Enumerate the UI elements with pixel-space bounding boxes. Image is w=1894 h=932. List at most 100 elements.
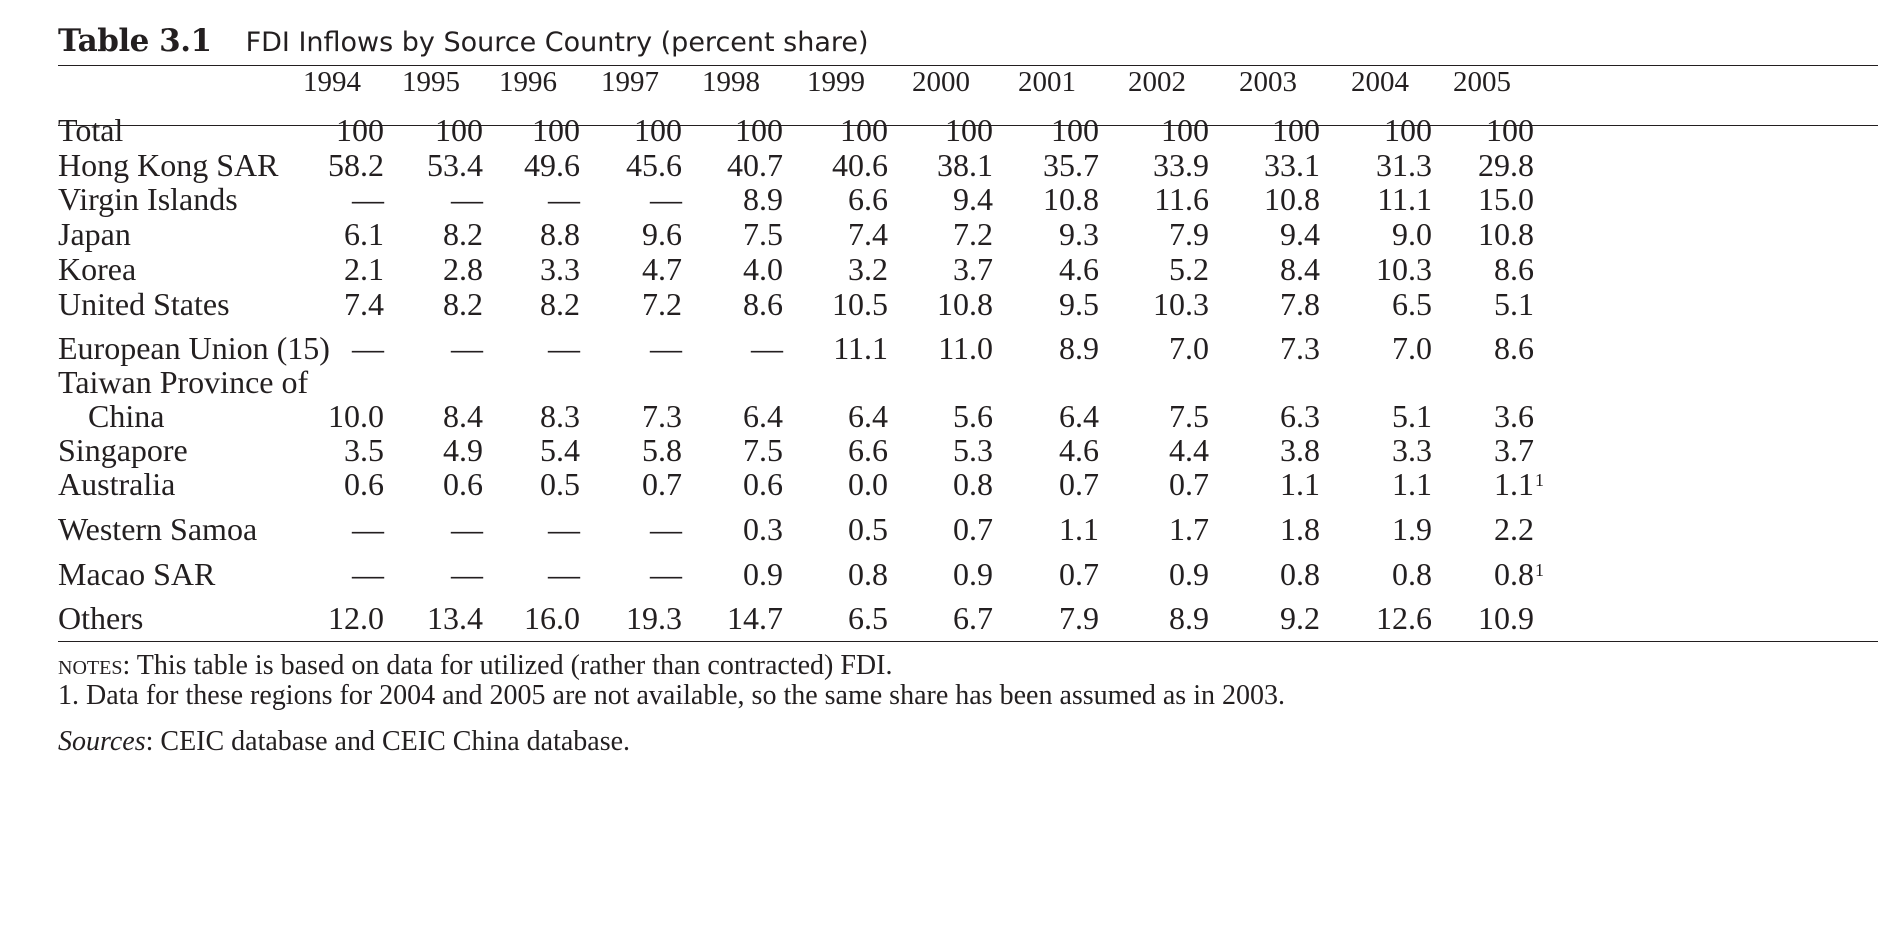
- table-cell: 8.2: [363, 284, 483, 324]
- row-label: European Union (15): [58, 330, 330, 366]
- cell-value: 16.0: [524, 600, 580, 636]
- table-cell: 1.1: [1200, 464, 1320, 504]
- row-label: Western Samoa: [58, 511, 258, 547]
- cell-value: 1.1: [1059, 511, 1099, 547]
- column-header-1998: 1998: [702, 66, 760, 98]
- table-cell: 45.6: [562, 145, 682, 185]
- table-cell: 10.8: [979, 179, 1099, 219]
- table-cell: 7.3: [562, 396, 682, 436]
- table-cell: 9.4: [1200, 214, 1320, 254]
- table-cell: 1.11: [1424, 464, 1544, 504]
- table-cell: 7.8: [1200, 284, 1320, 324]
- footnote-1: 1. Data for these regions for 2004 and 2…: [58, 680, 1285, 711]
- table-cell: 8.6: [1414, 249, 1534, 289]
- row-label: Macao SAR: [58, 556, 216, 592]
- table-cell: 7.9: [979, 598, 1099, 638]
- table-cell: —: [363, 179, 483, 219]
- cell-value: 0.5: [540, 466, 580, 502]
- cell-value: 6.6: [848, 181, 888, 217]
- table-cell: 7.4: [264, 284, 384, 324]
- table-cell: 7.0: [1312, 328, 1432, 368]
- cell-value: 8.6: [743, 286, 783, 322]
- cell-value: 0.9: [953, 556, 993, 592]
- table-cell: —: [460, 509, 580, 549]
- table-cell: —: [264, 509, 384, 549]
- table-cell: 10.8: [1200, 179, 1320, 219]
- table-cell: 6.4: [979, 396, 1099, 436]
- table-cell: 7.2: [873, 214, 993, 254]
- cell-value: 58.2: [328, 147, 384, 183]
- table-cell: 8.3: [460, 396, 580, 436]
- table-title: Table 3.1 FDI Inflows by Source Country …: [58, 20, 1878, 62]
- cell-value: 35.7: [1043, 147, 1099, 183]
- table-cell: 100: [1312, 110, 1432, 150]
- cell-value: —: [548, 556, 580, 592]
- table-cell: 3.2: [768, 249, 888, 289]
- row-label: Virgin Islands: [58, 181, 238, 217]
- cell-value: 15.0: [1478, 181, 1534, 217]
- cell-value: 4.6: [1059, 432, 1099, 468]
- table-cell: 6.1: [264, 214, 384, 254]
- table-cell: 100: [1414, 110, 1534, 150]
- table-cell: 0.3: [663, 509, 783, 549]
- table-cell: 11.0: [873, 328, 993, 368]
- cell-value: 5.3: [953, 432, 993, 468]
- column-header-1996: 1996: [499, 66, 557, 98]
- table-cell: —: [460, 328, 580, 368]
- cell-value: 6.4: [743, 398, 783, 434]
- table-cell: 1.8: [1200, 509, 1320, 549]
- cell-value: 100: [1051, 112, 1099, 148]
- table-cell: 7.3: [1200, 328, 1320, 368]
- cell-value: 0.8: [1280, 556, 1320, 592]
- table-cell: 0.8: [768, 554, 888, 594]
- table-cell: 0.0: [768, 464, 888, 504]
- table-cell: 100: [460, 110, 580, 150]
- table-cell: 31.3: [1312, 145, 1432, 185]
- cell-value: 40.7: [727, 147, 783, 183]
- table-cell: 0.81: [1424, 554, 1544, 594]
- cell-value: 0.9: [743, 556, 783, 592]
- table-caption: FDI Inflows by Source Country (percent s…: [245, 27, 869, 58]
- cell-value: 9.3: [1059, 216, 1099, 252]
- cell-value: 6.4: [848, 398, 888, 434]
- row-label: Japan: [58, 216, 131, 252]
- cell-value: 7.0: [1392, 330, 1432, 366]
- cell-value: 3.7: [953, 251, 993, 287]
- table-cell: 0.5: [768, 509, 888, 549]
- cell-value: 7.3: [642, 398, 682, 434]
- row-label: Total: [58, 112, 124, 148]
- cell-value: 7.8: [1280, 286, 1320, 322]
- table-number: Table 3.1: [58, 23, 212, 59]
- cell-value: 7.9: [1169, 216, 1209, 252]
- cell-value: 2.1: [344, 251, 384, 287]
- footnote-marker: 1: [1535, 470, 1544, 490]
- cell-value: 0.0: [848, 466, 888, 502]
- cell-value: 40.6: [832, 147, 888, 183]
- table-cell: 4.6: [979, 249, 1099, 289]
- table-cell: 2.2: [1414, 509, 1534, 549]
- cell-value: 5.1: [1392, 398, 1432, 434]
- table-cell: 4.0: [663, 249, 783, 289]
- table-cell: 0.7: [873, 509, 993, 549]
- table-cell: 11.1: [768, 328, 888, 368]
- cell-value: 6.1: [344, 216, 384, 252]
- cell-value: 0.8: [1392, 556, 1432, 592]
- row-label: Taiwan Province of: [58, 364, 309, 400]
- table-cell: 1.7: [1089, 509, 1209, 549]
- table-cell: 19.3: [562, 598, 682, 638]
- table-cell: 8.6: [663, 284, 783, 324]
- table-cell: 6.5: [768, 598, 888, 638]
- cell-value: —: [352, 511, 384, 547]
- table-cell: —: [264, 328, 384, 368]
- cell-value: —: [548, 181, 580, 217]
- cell-value: 8.9: [1059, 330, 1099, 366]
- cell-value: —: [451, 181, 483, 217]
- table-cell: 3.3: [460, 249, 580, 289]
- cell-value: 49.6: [524, 147, 580, 183]
- cell-value: 4.9: [443, 432, 483, 468]
- table-cell: 6.3: [1200, 396, 1320, 436]
- table-cell: 100: [663, 110, 783, 150]
- table-cell: 10.0: [264, 396, 384, 436]
- cell-value: 8.8: [540, 216, 580, 252]
- table-cell: 0.7: [1089, 464, 1209, 504]
